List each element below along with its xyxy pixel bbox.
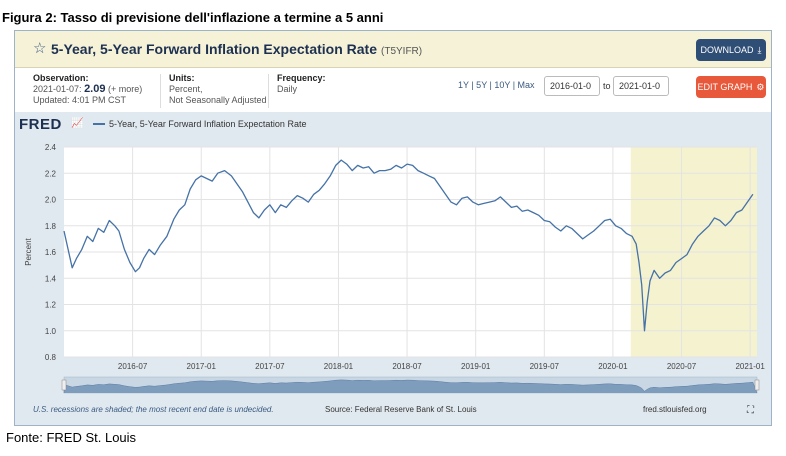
star-icon[interactable]: ☆ [33,40,47,57]
legend-label: 5-Year, 5-Year Forward Inflation Expecta… [109,119,307,129]
x-tick-label: 2016-07 [118,362,148,371]
legend: 5-Year, 5-Year Forward Inflation Expecta… [93,119,306,129]
graph-header: ☆ 5-Year, 5-Year Forward Inflation Expec… [15,31,771,68]
series-line [63,159,754,332]
x-tick-label: 2017-01 [187,362,217,371]
frequency-value: Daily [277,84,298,94]
x-tick-label: 2017-07 [255,362,285,371]
range-selector[interactable]: 1Y | 5Y | 10Y | Max [458,80,535,90]
y-axis-label: Percent [24,237,33,265]
range-handle-left [61,379,67,391]
y-tick-label: 2.4 [45,143,57,152]
to-label: to [603,81,611,91]
units-line1: Percent, [169,84,203,94]
fred-bar: FRED 📈 5-Year, 5-Year Forward Inflation … [15,113,771,135]
y-tick-label: 1.0 [45,327,57,336]
figure-title: Figura 2: Tasso di previsione dell'infla… [2,10,384,25]
observation-more-link[interactable]: (+ more) [108,84,143,94]
observation-block: Observation: 2021-01-07: 2.09 (+ more) U… [33,73,142,106]
observation-value: 2.09 [84,83,106,95]
observation-date: 2021-01-07: [33,84,82,94]
fred-logo-chart-icon: 📈 [71,118,84,129]
source-text: Source: Federal Reserve Bank of St. Loui… [325,405,477,414]
expand-icon[interactable]: ⛶ [747,405,754,416]
source-note: Fonte: FRED St. Louis [6,430,137,445]
x-tick-label: 2020-07 [667,362,697,371]
y-tick-label: 1.4 [45,274,57,283]
units-line2: Not Seasonally Adjusted [169,95,267,105]
range-navigator-series [63,379,758,394]
units-label: Units: [169,73,195,83]
series-title-text: 5-Year, 5-Year Forward Inflation Expecta… [51,41,377,57]
y-tick-label: 2.2 [45,169,57,178]
updated-text: Updated: 4:01 PM CST [33,95,127,105]
x-tick-label: 2018-01 [324,362,354,371]
frequency-block: Frequency: Daily [277,73,326,95]
download-button[interactable]: DOWNLOAD ⤓ [696,39,766,61]
frequency-label: Frequency: [277,73,326,83]
series-title: 5-Year, 5-Year Forward Inflation Expecta… [51,41,422,57]
y-tick-label: 1.8 [45,222,57,231]
fred-graph-panel: ☆ 5-Year, 5-Year Forward Inflation Expec… [14,30,772,426]
fred-logo[interactable]: FRED [19,116,62,133]
x-tick-label: 2018-07 [392,362,422,371]
download-icon: ⤓ [757,44,762,55]
series-meta: Observation: 2021-01-07: 2.09 (+ more) U… [15,68,771,112]
y-tick-label: 2.0 [45,196,57,205]
range-handle-right [754,379,760,391]
gear-icon: ⚙ [756,81,765,92]
x-tick-label: 2019-07 [530,362,560,371]
download-label: DOWNLOAD [700,45,754,55]
observation-line: 2021-01-07: 2.09 (+ more) [33,84,142,95]
x-tick-label: 2019-01 [461,362,491,371]
units-block: Units: Percent, Not Seasonally Adjusted [169,73,267,106]
site-link[interactable]: fred.stlouisfed.org [643,405,707,414]
observation-label: Observation: [33,73,89,83]
meta-divider [268,74,269,108]
series-id: (T5YIFR) [381,46,423,57]
x-tick-label: 2020-01 [598,362,628,371]
recession-note: U.S. recessions are shaded; the most rec… [33,405,274,414]
line-chart: 0.8 1.0 1.2 1.4 1.6 1.8 2.0 2.2 2.4 2016-07 2017-0… [24,143,765,394]
edit-graph-button[interactable]: EDIT GRAPH ⚙ [696,76,766,98]
y-tick-label: 1.2 [45,301,57,310]
start-date-input[interactable]: 2016-01-0 [544,76,600,96]
y-tick-label: 0.8 [45,353,57,362]
x-tick-label: 2021-01 [735,362,765,371]
legend-swatch [93,123,105,125]
edit-graph-label: EDIT GRAPH [697,82,753,92]
y-tick-label: 1.6 [45,248,57,257]
meta-divider [160,74,161,108]
end-date-input[interactable]: 2021-01-0 [613,76,669,96]
